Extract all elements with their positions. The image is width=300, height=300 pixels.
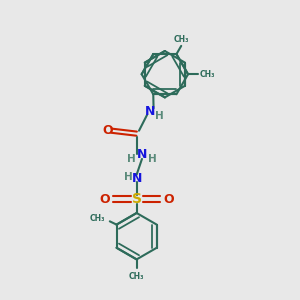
Text: O: O — [99, 193, 110, 206]
Text: H: H — [154, 111, 163, 121]
Text: O: O — [103, 124, 113, 136]
Text: CH₃: CH₃ — [200, 70, 215, 79]
Text: S: S — [132, 192, 142, 206]
Text: CH₃: CH₃ — [89, 214, 105, 223]
Text: N: N — [145, 105, 155, 118]
Text: CH₃: CH₃ — [129, 272, 144, 281]
Text: H: H — [148, 154, 157, 164]
Text: N: N — [131, 172, 142, 185]
Text: H: H — [127, 154, 136, 164]
Text: H: H — [124, 172, 133, 182]
Text: O: O — [164, 193, 174, 206]
Text: N: N — [137, 148, 147, 161]
Text: CH₃: CH₃ — [173, 34, 189, 43]
